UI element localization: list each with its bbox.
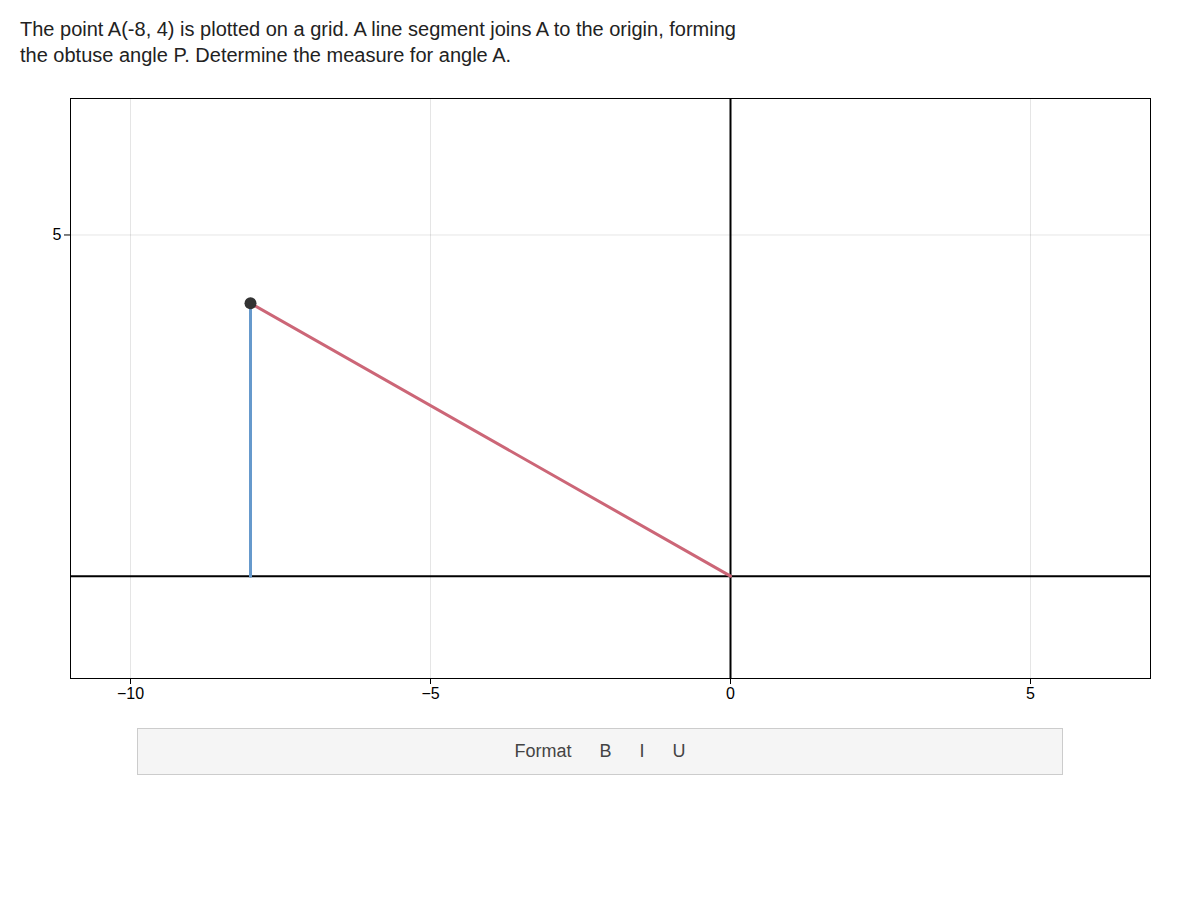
svg-text:0: 0 [726, 685, 735, 702]
svg-text:5: 5 [1026, 685, 1035, 702]
html-text:I: I [639, 741, 645, 761]
svg-text:−5: −5 [421, 685, 439, 702]
svg-text:5: 5 [53, 226, 62, 243]
html-text:B: B [599, 741, 612, 761]
html-text:U: U [672, 741, 686, 761]
html-text:Format: Format [514, 741, 572, 761]
svg-text:−10: −10 [117, 685, 144, 702]
html-text:The point A(-8, 4) is plotted: The point A(-8, 4) is plotted on a grid.… [20, 18, 736, 66]
